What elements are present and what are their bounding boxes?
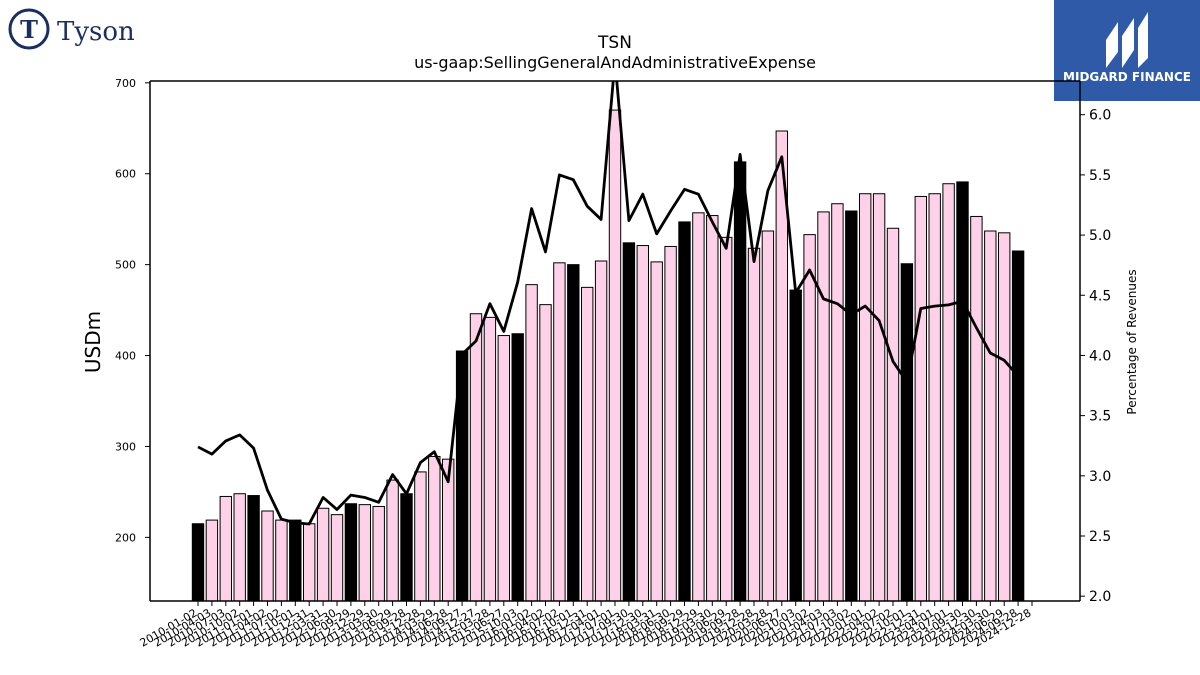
bar [622,242,636,602]
y-tick-label: 300 [115,440,136,453]
y2-tick-label: 3.5 [1089,409,1111,425]
bar [761,230,775,602]
bar [720,236,733,602]
bar [581,286,594,602]
y-tick-label: 400 [115,350,136,363]
bar [483,316,497,602]
bar [191,523,205,602]
bar [831,203,844,602]
bar [261,510,274,602]
tyson-t-icon: T [20,15,38,44]
bar [747,247,761,602]
bar [428,455,441,602]
bar [678,221,691,602]
bar [956,181,969,602]
revenue-percentage-line [197,81,1020,526]
bar [247,495,260,602]
bar [497,335,511,602]
y2-tick-label: 4.5 [1089,288,1111,304]
bar [608,109,622,602]
y-axis-label: USDm [81,311,105,373]
bar [289,519,302,602]
chart-subtitle: us-gaap:SellingGeneralAndAdministrativeE… [414,53,816,72]
bar [914,195,927,602]
bar [886,227,900,602]
bar [553,262,566,602]
bar [636,245,649,602]
axes: 200 300 400 500 600 700 2.0 2.5 3.0 3.5 4.0 4.5 5.0 5… [115,77,1111,650]
bar [344,503,358,602]
bar [998,232,1011,602]
bar [525,284,538,602]
midgard-logo: MIDGARD FINANCE [1054,0,1200,101]
bar [706,215,719,602]
line-series [197,81,1020,526]
bar [942,183,955,602]
y2-tick-label: 2.5 [1089,529,1111,545]
y-tick-label: 500 [115,259,136,272]
bar [1011,250,1025,602]
bar [316,507,330,602]
bar [400,493,413,602]
y-tick-label: 600 [115,168,136,181]
bar [733,161,747,602]
y2-tick-label: 5.0 [1089,228,1111,244]
bar [205,519,219,602]
bar [372,505,385,602]
y-tick-label: 700 [115,77,136,90]
bar [330,514,344,602]
bar [275,519,288,602]
bar [872,193,886,602]
bar [789,289,802,602]
y-tick-label: 200 [115,531,136,544]
bar [469,313,483,602]
bar [859,193,872,602]
bar [386,479,399,602]
tyson-circle-icon [8,8,50,50]
bar [845,210,858,602]
midgard-wordmark: MIDGARD FINANCE [1063,70,1191,84]
y2-tick-label: 5.5 [1089,168,1111,184]
tyson-logo: T Tyson [8,8,135,50]
bar [803,234,816,602]
y2-tick-label: 6.0 [1089,108,1111,124]
chart-title: TSN [597,33,632,53]
bar [900,263,914,602]
bar [511,333,524,602]
bar [414,471,427,602]
bar-series [191,109,1025,602]
y2-axis-label: Percentage of Revenues [1125,269,1139,414]
bar [664,245,677,602]
bar [233,493,246,602]
bar [692,212,705,602]
bar [594,260,608,602]
y2-tick-label: 3.0 [1089,469,1111,485]
bar [970,215,983,602]
bar [358,504,372,602]
bar [928,193,941,602]
bar [984,230,997,602]
y2-tick-label: 4.0 [1089,348,1111,364]
bar [539,304,552,602]
bar [817,211,830,602]
bar [567,264,580,602]
midgard-m-icon [1106,12,1148,68]
bar [650,261,663,602]
y2-tick-label: 2.0 [1089,589,1111,605]
bar [303,523,316,602]
tyson-wordmark: Tyson [57,17,135,47]
bar [219,495,233,602]
